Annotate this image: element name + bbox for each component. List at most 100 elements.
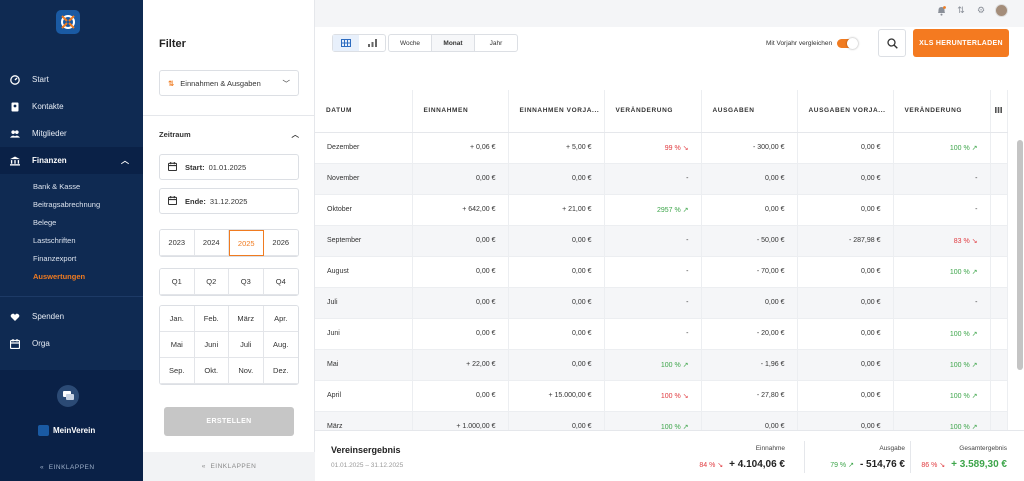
col-ausgaben[interactable]: AUSGABEN [701,90,798,133]
year-option[interactable]: 2026 [263,230,298,256]
top-bar-icons: ⇅ ⚙ [935,4,1008,17]
sort-arrows-icon[interactable]: ⇅ [957,5,965,15]
month-option[interactable]: März [229,306,264,332]
cell-ausgaben-vorjahr: 0,00 € [797,163,894,195]
filter-collapse-button[interactable]: « EINKLAPPEN [143,452,315,481]
cell-ausgaben-vorjahr: 0,00 € [797,194,894,226]
nav-item-mitglieder[interactable]: Mitglieder [0,120,143,147]
month-option[interactable]: Juni [194,332,229,358]
sidebar-collapse-label: EINKLAPPEN [48,464,95,471]
period-selector: Woche Monat Jahr [388,34,518,52]
cell-einnahmen-vorjahr: 0,00 € [508,256,605,288]
start-value: 01.01.2025 [208,162,247,172]
start-label: Start: [185,162,205,172]
cell-spacer [990,411,1008,430]
col-einnahmen-vorjahr[interactable]: EINNAHMEN VORJA... [508,90,605,133]
cell-ausgaben: - 1,96 € [701,349,798,381]
type-select[interactable]: ⇅ Einnahmen & Ausgaben ﹀ [159,70,299,96]
table-row[interactable]: September 0,00 €0,00 € - - 50,00 € - 287,98 … [315,225,1008,257]
table-row[interactable]: November 0,00 €0,00 € -0,00 €0,00 € - [315,163,1008,195]
table-view-icon[interactable] [333,35,359,51]
cell-einnahmen: + 642,00 € [412,194,509,226]
sub-item-finanzexport[interactable]: Finanzexport [33,254,77,263]
end-date-field[interactable]: Ende: 31.12.2025 [159,188,299,214]
bell-icon[interactable] [935,5,947,17]
col-datum[interactable]: DATUM [315,90,413,133]
quarter-option[interactable]: Q3 [229,269,264,295]
summary-gesamt: Gesamtergebnis 86 % ↘ + 3.589,30 € [912,445,1007,470]
gear-icon[interactable]: ⚙ [976,5,986,15]
table-row[interactable]: Mai + 22,00 €0,00 €100 % ↗ - 1,96 €0,00 €1… [315,349,1008,381]
avatar[interactable] [995,4,1008,17]
col-veraenderung-einnahmen[interactable]: VERÄNDERUNG [604,90,702,133]
column-settings-icon[interactable] [990,90,1008,133]
month-option[interactable]: Jan. [160,306,195,332]
nav-item-spenden[interactable]: Spenden [0,303,143,330]
chat-icon[interactable] [57,385,79,407]
cell-veraenderung-einnahmen: - [604,163,702,195]
summary-range: 01.01.2025 – 31.12.2025 [331,462,404,469]
month-option[interactable]: Okt. [194,358,229,384]
year-option[interactable]: 2024 [194,230,229,256]
sub-item-belege[interactable]: Belege [33,218,57,227]
einnahme-pct: 84 % ↘ [699,462,724,469]
quarter-option[interactable]: Q4 [263,269,298,295]
month-selector: Jan. Feb. März Apr. Mai Juni Juli Aug. S… [159,305,299,385]
period-monat[interactable]: Monat [432,35,475,51]
nav-item-start[interactable]: Start [0,66,143,93]
cell-veraenderung-einnahmen: - [604,256,702,288]
table-scrollbar[interactable] [1017,140,1023,370]
table-row[interactable]: Dezember + 0,06 € + 5,00 €99 % ↘ - 300,00 €… [315,132,1008,164]
sub-item-auswertungen[interactable]: Auswertungen [33,272,86,281]
col-ausgaben-vorjahr[interactable]: AUSGABEN VORJA... [797,90,894,133]
cell-einnahmen: 0,00 € [412,287,509,319]
month-option[interactable]: Dez. [263,358,298,384]
search-button[interactable] [878,29,906,57]
cell-veraenderung-ausgaben: - [893,287,991,319]
sub-item-lastschriften[interactable]: Lastschriften [33,236,76,245]
nav-label-start: Start [32,75,49,84]
create-button[interactable]: ERSTELLEN [164,407,294,436]
month-option[interactable]: Nov. [229,358,264,384]
zeitraum-header[interactable]: Zeitraum ︿ [159,129,299,140]
nav-item-finanzen[interactable]: Finanzen ︿ [0,147,143,174]
cell-ausgaben: 0,00 € [701,287,798,319]
year-option[interactable]: 2023 [160,230,195,256]
col-einnahmen[interactable]: EINNAHMEN [412,90,509,133]
table-row[interactable]: Oktober + 642,00 € + 21,00 €2957 % ↗ 0,00 €… [315,194,1008,226]
table-row[interactable]: Juni 0,00 €0,00 € - - 20,00 €0,00 €100 % ↗ [315,318,1008,350]
sidebar-collapse-button[interactable]: « EINKLAPPEN [40,464,95,471]
main-nav: Start Kontakte Mitglieder Finanzen ︿ Ban… [0,66,143,357]
cell-einnahmen: 0,00 € [412,225,509,257]
table-row[interactable]: Juli 0,00 €0,00 € -0,00 €0,00 € - [315,287,1008,319]
month-option[interactable]: Sep. [160,358,195,384]
nav-item-orga[interactable]: Orga [0,330,143,357]
compare-toggle[interactable] [837,38,859,49]
nav-item-kontakte[interactable]: Kontakte [0,93,143,120]
sub-item-bank-kasse[interactable]: Bank & Kasse [33,182,81,191]
month-option[interactable]: Mai [160,332,195,358]
chevron-up-icon: ︿ [291,130,300,139]
cell-spacer [990,132,1008,164]
month-option[interactable]: Aug. [263,332,298,358]
month-option[interactable]: Feb. [194,306,229,332]
quarter-option[interactable]: Q2 [194,269,229,295]
search-icon [886,37,898,49]
bar-chart-icon[interactable] [359,35,385,51]
start-date-field[interactable]: Start: 01.01.2025 [159,154,299,180]
year-option-selected[interactable]: 2025 [229,230,264,256]
month-option[interactable]: Apr. [263,306,298,332]
finanzen-subnav: Bank & Kasse Beitragsabrechnung Belege L… [0,174,143,290]
sub-item-beitragsabrechnung[interactable]: Beitragsabrechnung [33,200,101,209]
app-logo-icon[interactable] [56,10,80,34]
quarter-option[interactable]: Q1 [160,269,195,295]
table-row[interactable]: August 0,00 €0,00 € - - 70,00 €0,00 €100 % … [315,256,1008,288]
col-veraenderung-ausgaben[interactable]: VERÄNDERUNG [893,90,991,133]
period-jahr[interactable]: Jahr [489,39,503,47]
month-option[interactable]: Juli [229,332,264,358]
xls-download-button[interactable]: XLS HERUNTERLADEN [913,29,1009,57]
table-row[interactable]: März + 1.000,00 €0,00 €100 % ↗ 0,00 €0,00 … [315,411,1008,430]
table-row[interactable]: April 0,00 € + 15.000,00 €100 % ↘ - 27,80 €… [315,380,1008,412]
filter-divider [143,115,315,116]
period-woche[interactable]: Woche [389,35,432,51]
